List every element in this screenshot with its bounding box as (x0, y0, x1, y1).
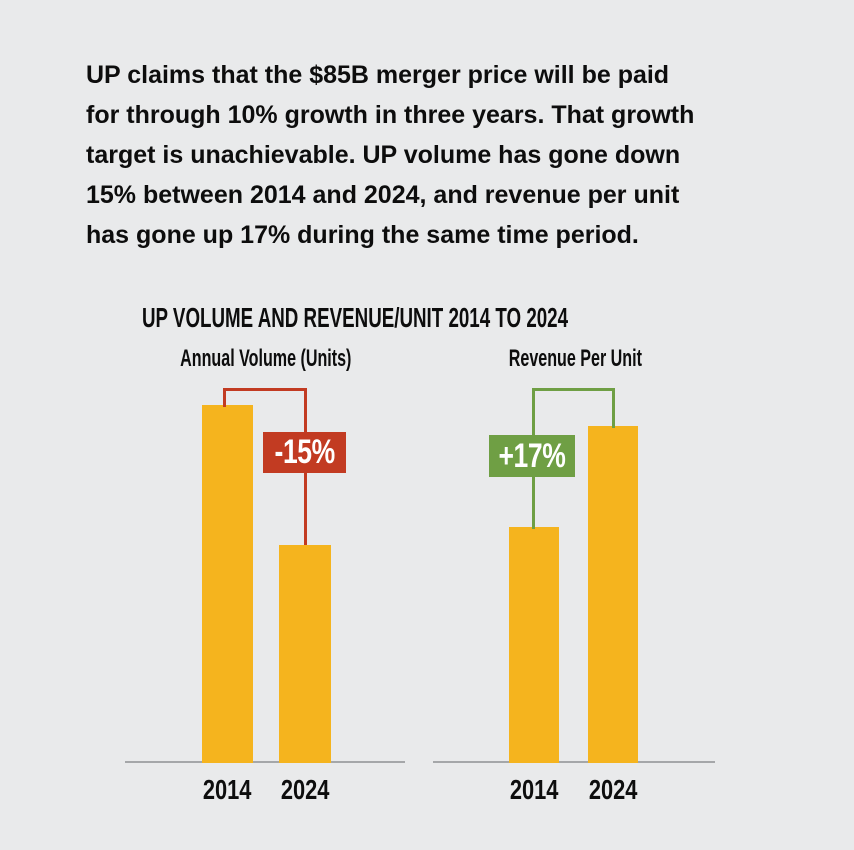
volume-bar-2014 (202, 405, 253, 763)
volume-change-label: -15% (274, 433, 335, 471)
volume-chart: -15% 2014 2024 (125, 380, 405, 810)
intro-line: has gone up 17% during the same time per… (86, 221, 639, 249)
intro-line: 15% between 2014 and 2024, and revenue p… (86, 181, 680, 209)
revenue-bar-2014 (509, 527, 559, 763)
revenue-year-label-2014: 2014 (509, 774, 559, 805)
intro-line: for through 10% growth in three years. T… (86, 101, 695, 129)
volume-year-label-2014: 2014 (202, 774, 252, 805)
revenue-connector-vertical-right (612, 388, 615, 428)
revenue-bar-2024 (588, 426, 638, 763)
revenue-change-label: +17% (498, 436, 566, 475)
volume-change-badge: -15% (263, 432, 346, 473)
volume-connector-stub (223, 388, 226, 407)
volume-axis-baseline (125, 761, 405, 763)
volume-chart-subtitle: Annual Volume (Units) (180, 345, 352, 372)
volume-bar-2024 (279, 545, 331, 763)
revenue-chart-subtitle: Revenue Per Unit (508, 345, 642, 372)
intro-line: UP claims that the $85B merger price wil… (86, 61, 670, 89)
chart-title: UP VOLUME AND REVENUE/UNIT 2014 TO 2024 (142, 303, 778, 333)
revenue-chart: +17% 2014 2024 (433, 380, 715, 810)
revenue-connector-horizontal (532, 388, 615, 391)
chart-title-text: UP VOLUME AND REVENUE/UNIT 2014 TO 2024 (142, 302, 569, 333)
revenue-axis-baseline (433, 761, 715, 763)
volume-connector-horizontal (223, 388, 307, 391)
revenue-year-label-2024: 2024 (588, 774, 638, 805)
intro-paragraph: UP claims that the $85B merger price wil… (86, 55, 694, 255)
intro-line: target is unachievable. UP volume has go… (86, 141, 681, 169)
revenue-change-badge: +17% (489, 435, 575, 477)
volume-year-label-2024: 2024 (280, 774, 330, 805)
